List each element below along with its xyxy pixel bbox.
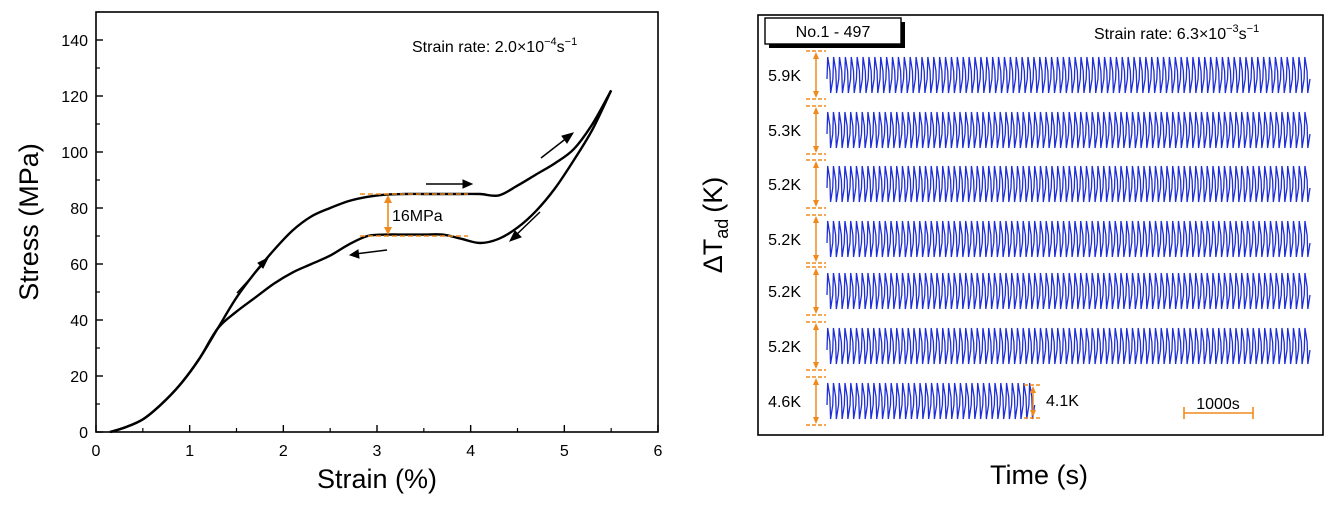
left-y-axis-title: Stress (MPa) — [14, 143, 44, 301]
right-strain-rate: Strain rate: 6.3×10−3s−1 — [1094, 23, 1259, 43]
left-strain-rate: Strain rate: 2.0×10−4s−1 — [412, 36, 577, 56]
hysteresis-label: 16MPa — [392, 208, 443, 225]
arrow-unloading-1 — [513, 211, 541, 238]
scale-bar-label: 1000s — [1196, 396, 1240, 413]
amplitude-arrowhead-up — [813, 378, 819, 385]
hysteresis-marker — [360, 193, 468, 237]
amplitude-label: 4.6K — [768, 394, 801, 411]
arrow-head-unloading-1 — [508, 230, 522, 242]
arrow-loading-2 — [540, 136, 569, 159]
amplitude-arrowhead-down — [813, 146, 819, 153]
hysteresis-arrowhead-down — [384, 227, 392, 235]
left-x-tick-label: 2 — [279, 443, 288, 460]
left-y-tick-label: 0 — [79, 425, 88, 442]
amplitude-arrowhead-down — [813, 200, 819, 207]
temperature-trace-row — [826, 56, 1311, 94]
left-y-tick-label: 120 — [61, 89, 88, 106]
left-y-tick-label: 20 — [70, 369, 88, 386]
sample-box — [764, 17, 902, 45]
amplitude-arrowhead-down — [813, 307, 819, 314]
amplitude-label: 5.2K — [768, 232, 801, 249]
temperature-trace-row — [826, 111, 1311, 149]
temperature-cycles-panel: No.1 - 497 Strain rate: 6.3×10−3s−1 5.9K… — [698, 14, 1324, 490]
hysteresis-arrowhead-up — [384, 195, 392, 203]
left-x-tick-label: 4 — [466, 443, 475, 460]
left-x-ticks: 0 1 2 3 4 5 6 — [92, 425, 663, 460]
arrow-plateau-lower — [354, 249, 388, 255]
temperature-trace-row — [826, 220, 1311, 258]
amplitude-markers: 5.9K 5.3K 5.2K 5.2K 5.2K 5.2K 4.6K — [768, 50, 826, 426]
amplitude-label: 5.2K — [768, 177, 801, 194]
direction-arrows — [236, 132, 575, 294]
amplitude-arrowhead-up — [813, 161, 819, 168]
left-x-tick-label: 1 — [185, 443, 194, 460]
arrow-head-loading-1 — [257, 256, 270, 269]
arrow-loading-1 — [236, 261, 266, 294]
amplitude-arrowhead-up — [813, 323, 819, 330]
amplitude-label: 5.9K — [768, 68, 801, 85]
amplitude-arrowhead-down — [813, 417, 819, 424]
end-amplitude-label: 4.1K — [1046, 393, 1079, 410]
left-y-tick-label: 80 — [70, 201, 88, 218]
right-y-axis-title: ΔTad(K) — [698, 177, 732, 274]
right-plot-frame — [757, 14, 1324, 436]
amplitude-arrowhead-up — [813, 216, 819, 223]
amplitude-label: 5.2K — [768, 284, 801, 301]
amplitude-arrowhead-up — [813, 268, 819, 275]
amplitude-arrowhead-down — [813, 91, 819, 98]
temperature-traces — [826, 56, 1311, 420]
left-x-tick-label: 6 — [654, 443, 663, 460]
unloading-curve — [109, 89, 613, 434]
end-amplitude-marker — [1024, 384, 1040, 419]
left-x-tick-label: 5 — [560, 443, 569, 460]
end-marker-head-down — [1030, 410, 1036, 417]
left-plot-frame — [95, 11, 659, 433]
arrow-head-plateau-upper — [462, 179, 474, 189]
arrow-head-loading-2 — [561, 132, 575, 144]
left-curves — [109, 89, 613, 434]
loading-curve — [109, 89, 613, 434]
left-x-axis-title: Strain (%) — [317, 464, 437, 494]
arrow-head-plateau-lower — [348, 249, 360, 259]
amplitude-arrowhead-up — [813, 52, 819, 59]
end-marker-head-up — [1030, 386, 1036, 393]
left-y-tick-label: 100 — [61, 145, 88, 162]
amplitude-label: 5.3K — [768, 123, 801, 140]
left-x-tick-label: 3 — [373, 443, 382, 460]
temperature-trace-row — [826, 327, 1311, 365]
left-y-tick-label: 140 — [61, 33, 88, 50]
amplitude-arrowhead-down — [813, 255, 819, 262]
left-y-ticks: 0 20 40 60 80 100 120 140 — [61, 11, 103, 442]
amplitude-arrowhead-down — [813, 362, 819, 369]
right-x-axis-title: Time (s) — [990, 460, 1088, 490]
left-x-tick-label: 0 — [92, 443, 101, 460]
amplitude-label: 5.2K — [768, 339, 801, 356]
temperature-trace-row — [826, 382, 1036, 420]
temperature-trace-row — [826, 165, 1311, 203]
amplitude-arrowhead-up — [813, 107, 819, 114]
left-y-tick-label: 60 — [70, 257, 88, 274]
temperature-trace-row — [826, 272, 1311, 310]
sample-label: No.1 - 497 — [796, 24, 871, 41]
time-scale-bar — [1183, 407, 1254, 419]
left-y-tick-label: 40 — [70, 313, 88, 330]
